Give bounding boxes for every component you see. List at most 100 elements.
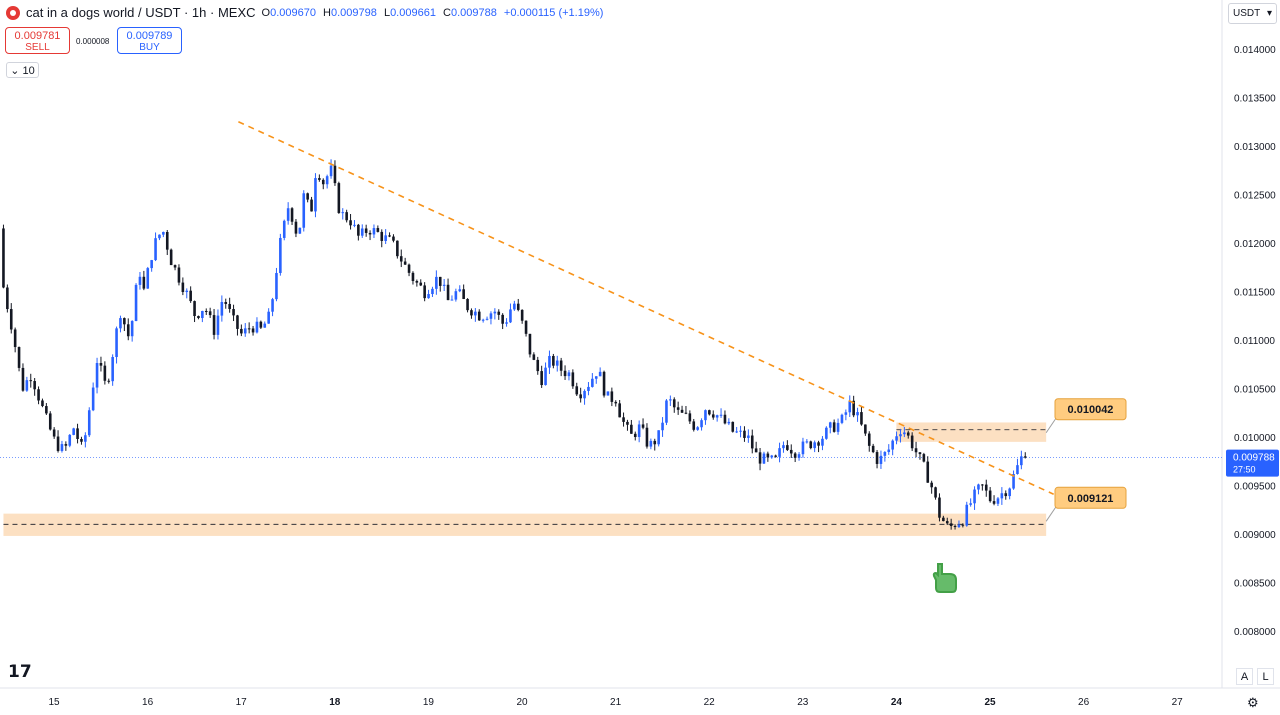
time-tick-label: 18 (329, 697, 341, 708)
candle-up (95, 363, 99, 388)
resistance-zone (896, 422, 1047, 442)
ohlc-open-value: 0.009670 (270, 6, 316, 19)
candle-up (474, 311, 477, 316)
candle-down (988, 490, 992, 502)
candle-down (294, 221, 298, 234)
candle-down (766, 453, 770, 458)
candle-down (793, 453, 797, 458)
gear-icon[interactable]: ⚙ (1247, 695, 1259, 710)
auto-scale-button[interactable]: A (1236, 668, 1253, 685)
ohlc-values: O0.009670 H0.009798 L0.009661 C0.009788 … (262, 7, 608, 19)
candle-down (789, 449, 793, 454)
candle-up (715, 415, 719, 418)
candle-down (497, 311, 501, 315)
candle-down (228, 303, 231, 310)
candle-down (672, 399, 676, 408)
support-zone (3, 513, 1047, 536)
candle-down (415, 281, 419, 283)
candle-down (501, 314, 504, 324)
chevron-down-icon: ⌄ (10, 65, 20, 77)
candle-down (1023, 456, 1027, 458)
candle-down (446, 284, 450, 301)
candle-down (860, 412, 863, 425)
candle-down (918, 452, 922, 455)
candle-down (247, 328, 251, 330)
candle-down (571, 372, 575, 387)
candle-down (817, 442, 820, 446)
candle-down (945, 521, 949, 524)
candle-up (275, 272, 278, 300)
candle-up (1008, 488, 1011, 497)
candle-down (708, 410, 711, 415)
candle-up (450, 299, 454, 301)
hand-shape (932, 563, 957, 593)
candle-down (832, 422, 836, 432)
candle-down (602, 371, 606, 396)
candle-down (368, 232, 372, 235)
candle-up (739, 430, 742, 432)
last-price-badge (1226, 449, 1279, 477)
candle-down (575, 386, 579, 395)
candle-up (1000, 493, 1004, 499)
candle-down (743, 430, 746, 438)
candle-up (840, 414, 844, 423)
candle-down (37, 389, 40, 401)
indicator-collapse-button[interactable]: ⌄ 10 (6, 62, 39, 78)
candle-up (25, 380, 29, 391)
candle-up (797, 454, 801, 458)
candle-down (906, 432, 910, 436)
candle-down (380, 231, 384, 241)
candle-up (879, 455, 883, 464)
chevron-down-icon: ▾ (1266, 8, 1272, 19)
candle-down (723, 414, 727, 424)
log-scale-button[interactable]: L (1257, 668, 1274, 685)
candle-down (953, 525, 957, 528)
candle-down (388, 235, 391, 237)
candle-up (548, 355, 551, 368)
candle-down (462, 289, 465, 299)
candle-down (528, 333, 532, 355)
candle-down (477, 311, 481, 321)
candle-up (130, 321, 134, 337)
candle-down (103, 365, 107, 381)
support-callout-box[interactable] (1054, 486, 1127, 509)
candle-up (669, 399, 672, 401)
candle-down (630, 424, 633, 434)
candle-up (485, 318, 489, 320)
candle-up (298, 227, 302, 234)
resistance-callout-box[interactable] (1054, 398, 1127, 421)
candle-up (158, 234, 161, 239)
candle-up (442, 284, 446, 286)
candle-down (33, 381, 36, 390)
resistance-callout-label: 0.010042 (1068, 404, 1114, 416)
candle-up (185, 290, 189, 293)
candle-up (606, 391, 610, 396)
candle-down (396, 240, 399, 257)
candle-down (653, 440, 657, 445)
currency-select[interactable]: USDT ▾ (1228, 3, 1277, 24)
time-tick-label: 25 (984, 697, 996, 708)
candle-down (376, 228, 380, 232)
candle-down (321, 179, 325, 185)
candle-down (809, 441, 813, 449)
symbol-title[interactable]: cat in a dogs world / USDT · 1h · MEXC (26, 5, 256, 20)
candle-down (618, 403, 621, 418)
spread-value: 0.000008 (76, 37, 110, 46)
candle-up (286, 208, 290, 221)
candle-up (372, 228, 376, 235)
price-tick-label: 0.012000 (1234, 239, 1276, 250)
candle-down (633, 433, 637, 438)
candle-up (216, 315, 220, 335)
candle-down (852, 400, 855, 416)
sell-button[interactable]: 0.009781 SELL (5, 27, 70, 54)
ohlc-high-label: H (323, 6, 331, 19)
time-tick-label: 19 (423, 697, 435, 708)
buy-button[interactable]: 0.009789 BUY (117, 27, 182, 54)
candle-down (981, 484, 984, 486)
candle-down (520, 309, 524, 321)
candle-down (48, 413, 52, 430)
ohlc-low-label: L (383, 6, 391, 19)
candle-up (458, 289, 462, 292)
candle-down (142, 276, 146, 289)
